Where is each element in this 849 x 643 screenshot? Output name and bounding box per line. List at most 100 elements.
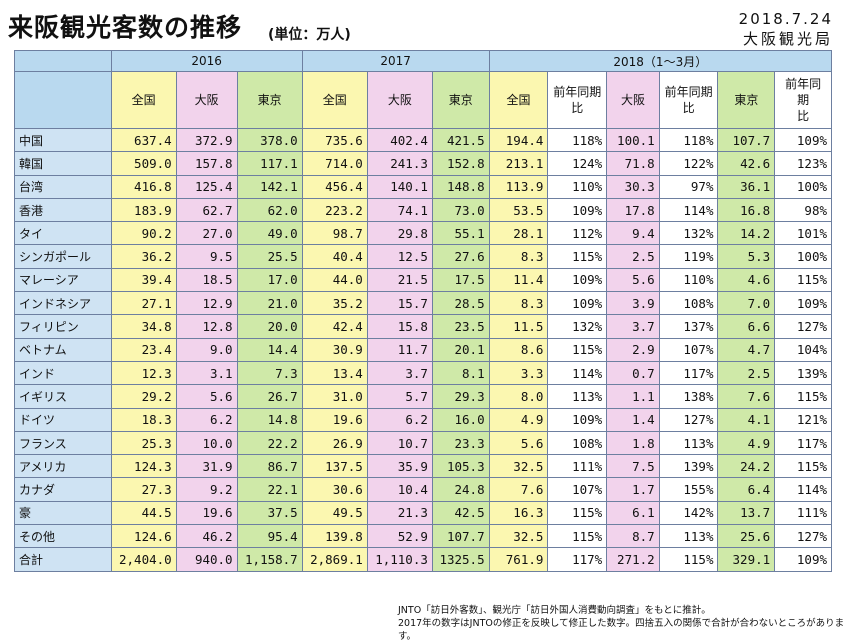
row-label: 台湾 bbox=[14, 174, 112, 199]
table-cell: 112% bbox=[547, 221, 608, 246]
table-cell: 117.1 bbox=[236, 151, 303, 176]
table-cell: 15.8 bbox=[366, 314, 433, 339]
table-cell: 183.9 bbox=[110, 197, 177, 223]
table-cell: 95.4 bbox=[236, 524, 303, 549]
table-cell: 10.4 bbox=[366, 477, 433, 502]
table-cell: 138% bbox=[658, 384, 719, 409]
table-cell: 12.8 bbox=[175, 314, 238, 339]
table-cell: 402.4 bbox=[366, 127, 433, 153]
table-cell: 29.2 bbox=[110, 384, 177, 409]
row-label: カナダ bbox=[14, 477, 112, 502]
table-cell: 29.8 bbox=[366, 221, 433, 246]
column-header: 前年同期比 bbox=[658, 71, 719, 129]
table-cell: 22.2 bbox=[236, 430, 303, 456]
row-label: 韓国 bbox=[14, 151, 112, 176]
table-cell: 137.5 bbox=[301, 454, 368, 479]
table-cell: 115% bbox=[774, 454, 832, 479]
table-cell: 35.2 bbox=[301, 291, 368, 316]
table-cell: 109% bbox=[774, 127, 832, 153]
table-cell: 107.7 bbox=[717, 127, 776, 153]
row-label: アメリカ bbox=[14, 454, 112, 479]
table-cell: 26.7 bbox=[236, 384, 303, 409]
table-cell: 2.9 bbox=[606, 337, 660, 362]
table-cell: 4.1 bbox=[717, 407, 776, 432]
table-cell: 117% bbox=[547, 547, 608, 572]
table-cell: 19.6 bbox=[175, 500, 238, 526]
table-cell: 39.4 bbox=[110, 267, 177, 293]
table-cell: 271.2 bbox=[606, 547, 660, 572]
column-header: 東京 bbox=[431, 71, 490, 129]
table-cell: 1.7 bbox=[606, 477, 660, 502]
table-cell: 46.2 bbox=[175, 524, 238, 549]
table-cell: 11.7 bbox=[366, 337, 433, 362]
table-cell: 30.6 bbox=[301, 477, 368, 502]
table-cell: 115% bbox=[547, 337, 608, 362]
table-cell: 36.2 bbox=[110, 244, 177, 269]
table-cell: 7.5 bbox=[606, 454, 660, 479]
table-cell: 8.3 bbox=[488, 291, 549, 316]
unit-label: (単位：万人) bbox=[268, 27, 351, 43]
table-cell: 21.5 bbox=[366, 267, 433, 293]
table-cell: 5.7 bbox=[366, 384, 433, 409]
table-cell: 4.7 bbox=[717, 337, 776, 362]
table-cell: 142% bbox=[658, 500, 719, 526]
table-cell: 1.8 bbox=[606, 430, 660, 456]
table-cell: 456.4 bbox=[301, 174, 368, 199]
table-cell: 3.3 bbox=[488, 360, 549, 386]
table-cell: 108% bbox=[658, 291, 719, 316]
table-cell: 127% bbox=[774, 524, 832, 549]
table-cell: 27.0 bbox=[175, 221, 238, 246]
table-cell: 194.4 bbox=[488, 127, 549, 153]
table-cell: 98.7 bbox=[301, 221, 368, 246]
table-cell: 30.9 bbox=[301, 337, 368, 362]
row-label: インドネシア bbox=[14, 291, 112, 316]
column-header: 大阪 bbox=[366, 71, 433, 129]
table-cell: 7.3 bbox=[236, 360, 303, 386]
table-cell: 20.0 bbox=[236, 314, 303, 339]
table-cell: 110% bbox=[547, 174, 608, 199]
table-cell: 2,869.1 bbox=[301, 547, 368, 572]
table-cell: 16.8 bbox=[717, 197, 776, 223]
table-cell: 109% bbox=[547, 407, 608, 432]
table-cell: 98% bbox=[774, 197, 832, 223]
table-cell: 109% bbox=[774, 547, 832, 572]
row-label: シンガポール bbox=[14, 244, 112, 269]
table-cell: 62.0 bbox=[236, 197, 303, 223]
table-cell: 142.1 bbox=[236, 174, 303, 199]
table-cell: 34.8 bbox=[110, 314, 177, 339]
organization-label: 大阪観光局 bbox=[742, 30, 833, 48]
table-cell: 122% bbox=[658, 151, 719, 176]
row-label: イギリス bbox=[14, 384, 112, 409]
column-header: 東京 bbox=[717, 71, 776, 129]
table-cell: 241.3 bbox=[366, 151, 433, 176]
column-header: 前年同期比 bbox=[547, 71, 608, 129]
table-cell: 109% bbox=[547, 197, 608, 223]
table-cell: 113% bbox=[658, 524, 719, 549]
table-cell: 6.2 bbox=[175, 407, 238, 432]
table-cell: 378.0 bbox=[236, 127, 303, 153]
date-label: 2018.7.24 bbox=[738, 10, 833, 28]
table-cell: 213.1 bbox=[488, 151, 549, 176]
header-corner-sub bbox=[14, 71, 112, 129]
table-cell: 123% bbox=[774, 151, 832, 176]
table-cell: 14.2 bbox=[717, 221, 776, 246]
table-cell: 12.5 bbox=[366, 244, 433, 269]
table-cell: 7.6 bbox=[488, 477, 549, 502]
table-cell: 16.3 bbox=[488, 500, 549, 526]
table-cell: 14.8 bbox=[236, 407, 303, 432]
table-row: カナダ 27.3 9.2 22.1 30.6 10.4 24.8 7.6 107% 1.7 155%… bbox=[14, 477, 832, 502]
table-cell: 114% bbox=[774, 477, 832, 502]
column-header: 全国 bbox=[301, 71, 368, 129]
table-cell: 5.6 bbox=[488, 430, 549, 456]
table-cell: 0.7 bbox=[606, 360, 660, 386]
table-body: 中国 637.4 372.9 378.0 735.6 402.4 421.5 194.4 118… bbox=[14, 127, 832, 572]
table-cell: 101% bbox=[774, 221, 832, 246]
row-label: ベトナム bbox=[14, 337, 112, 362]
table-cell: 110% bbox=[658, 267, 719, 293]
table-cell: 26.9 bbox=[301, 430, 368, 456]
table-cell: 8.6 bbox=[488, 337, 549, 362]
footnote-1: JNTO「訪日外客数」、観光庁「訪日外国人消費動向調査」をもとに推計。 bbox=[398, 605, 711, 616]
table-cell: 109% bbox=[547, 291, 608, 316]
table-cell: 5.6 bbox=[175, 384, 238, 409]
table-cell: 8.7 bbox=[606, 524, 660, 549]
